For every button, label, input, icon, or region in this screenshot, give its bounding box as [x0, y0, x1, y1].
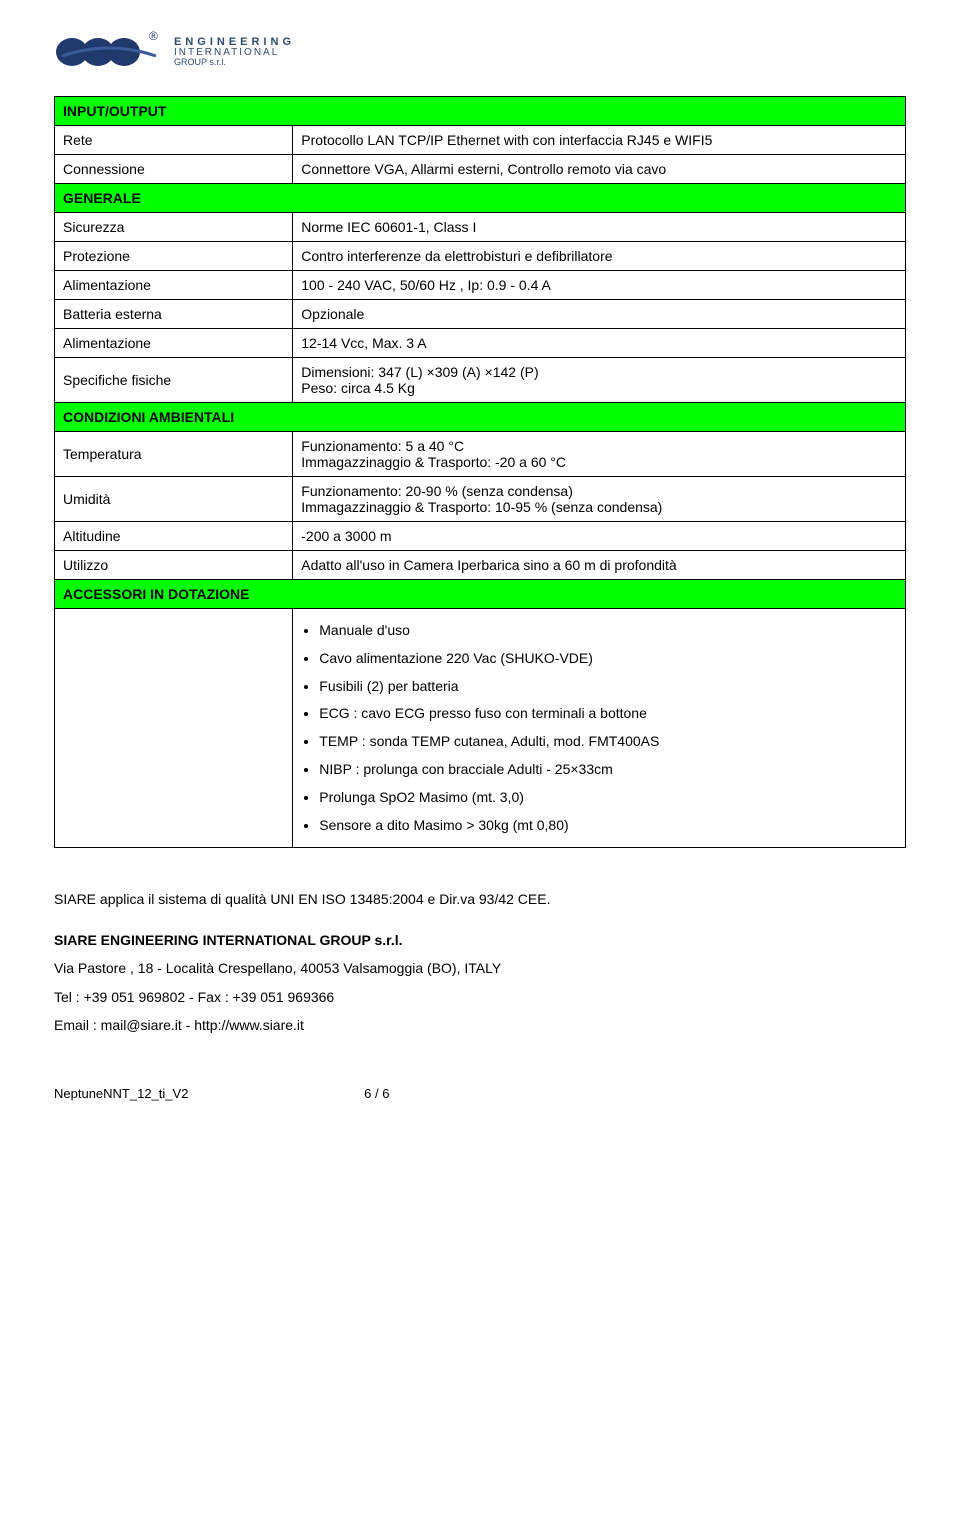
- table-row: Connessione Connettore VGA, Allarmi este…: [55, 155, 906, 184]
- table-row: Sicurezza Norme IEC 60601-1, Class I: [55, 213, 906, 242]
- row-label: Temperatura: [55, 432, 293, 477]
- row-value: Opzionale: [293, 300, 906, 329]
- page-footer: NeptuneNNT_12_ti_V2 6 / 6: [54, 1086, 906, 1101]
- table-row: Altitudine -200 a 3000 m: [55, 522, 906, 551]
- footer-quality: SIARE applica il sistema di qualità UNI …: [54, 888, 906, 910]
- row-label: Sicurezza: [55, 213, 293, 242]
- table-row: Manuale d'uso Cavo alimentazione 220 Vac…: [55, 609, 906, 848]
- footer-address: Via Pastore , 18 - Località Crespellano,…: [54, 957, 906, 979]
- table-row: Alimentazione 12-14 Vcc, Max. 3 A: [55, 329, 906, 358]
- row-value-line: Dimensioni: 347 (L) ×309 (A) ×142 (P): [301, 364, 897, 380]
- table-row: Temperatura Funzionamento: 5 a 40 °C Imm…: [55, 432, 906, 477]
- list-item: NIBP : prolunga con bracciale Adulti - 2…: [319, 758, 897, 782]
- row-label: Altitudine: [55, 522, 293, 551]
- doc-id: NeptuneNNT_12_ti_V2: [54, 1086, 188, 1101]
- table-row: Alimentazione 100 - 240 VAC, 50/60 Hz , …: [55, 271, 906, 300]
- row-value-line: Immagazzinaggio & Trasporto: 10-95 % (se…: [301, 499, 897, 515]
- row-value-line: Funzionamento: 5 a 40 °C: [301, 438, 897, 454]
- row-value: 100 - 240 VAC, 50/60 Hz , Ip: 0.9 - 0.4 …: [293, 271, 906, 300]
- row-label: Rete: [55, 126, 293, 155]
- section-condizioni: CONDIZIONI AMBIENTALI: [55, 403, 906, 432]
- logo: ® ENGINEERING INTERNATIONAL GROUP s.r.l.: [54, 28, 906, 76]
- row-value: Norme IEC 60601-1, Class I: [293, 213, 906, 242]
- row-value: -200 a 3000 m: [293, 522, 906, 551]
- row-label: Connessione: [55, 155, 293, 184]
- list-item: Fusibili (2) per batteria: [319, 675, 897, 699]
- row-value-line: Funzionamento: 20-90 % (senza condensa): [301, 483, 897, 499]
- accessories-list: Manuale d'uso Cavo alimentazione 220 Vac…: [319, 619, 897, 837]
- row-value: Funzionamento: 20-90 % (senza condensa) …: [293, 477, 906, 522]
- list-item: TEMP : sonda TEMP cutanea, Adulti, mod. …: [319, 730, 897, 754]
- row-value: Connettore VGA, Allarmi esterni, Control…: [293, 155, 906, 184]
- spec-table: INPUT/OUTPUT Rete Protocollo LAN TCP/IP …: [54, 96, 906, 848]
- section-input-output: INPUT/OUTPUT: [55, 97, 906, 126]
- row-label: Batteria esterna: [55, 300, 293, 329]
- page: ® ENGINEERING INTERNATIONAL GROUP s.r.l.…: [0, 0, 960, 1141]
- row-value: Funzionamento: 5 a 40 °C Immagazzinaggio…: [293, 432, 906, 477]
- footer-email: Email : mail@siare.it - http://www.siare…: [54, 1014, 906, 1036]
- section-header-label: INPUT/OUTPUT: [55, 97, 906, 126]
- section-accessori: ACCESSORI IN DOTAZIONE: [55, 580, 906, 609]
- row-label: Alimentazione: [55, 329, 293, 358]
- list-item: Prolunga SpO2 Masimo (mt. 3,0): [319, 786, 897, 810]
- table-row: Protezione Contro interferenze da elettr…: [55, 242, 906, 271]
- list-item: Cavo alimentazione 220 Vac (SHUKO-VDE): [319, 647, 897, 671]
- table-row: Specifiche fisiche Dimensioni: 347 (L) ×…: [55, 358, 906, 403]
- logo-mark: ®: [54, 28, 164, 76]
- logo-text: ENGINEERING INTERNATIONAL GROUP s.r.l.: [174, 37, 295, 67]
- row-value: Contro interferenze da elettrobisturi e …: [293, 242, 906, 271]
- row-label: Utilizzo: [55, 551, 293, 580]
- footer-phone: Tel : +39 051 969802 - Fax : +39 051 969…: [54, 986, 906, 1008]
- table-row: Rete Protocollo LAN TCP/IP Ethernet with…: [55, 126, 906, 155]
- row-label: Specifiche fisiche: [55, 358, 293, 403]
- list-item: ECG : cavo ECG presso fuso con terminali…: [319, 702, 897, 726]
- list-item: Sensore a dito Masimo > 30kg (mt 0,80): [319, 814, 897, 838]
- logo-line3: GROUP s.r.l.: [174, 58, 295, 67]
- table-row: Utilizzo Adatto all'uso in Camera Iperba…: [55, 551, 906, 580]
- row-label: Alimentazione: [55, 271, 293, 300]
- table-row: Umidità Funzionamento: 20-90 % (senza co…: [55, 477, 906, 522]
- row-value-line: Peso: circa 4.5 Kg: [301, 380, 897, 396]
- table-row: Batteria esterna Opzionale: [55, 300, 906, 329]
- section-generale: GENERALE: [55, 184, 906, 213]
- row-value: 12-14 Vcc, Max. 3 A: [293, 329, 906, 358]
- row-label: Protezione: [55, 242, 293, 271]
- svg-text:®: ®: [149, 29, 158, 43]
- row-value: Manuale d'uso Cavo alimentazione 220 Vac…: [293, 609, 906, 848]
- row-label: Umidità: [55, 477, 293, 522]
- footer-block: SIARE applica il sistema di qualità UNI …: [54, 888, 906, 1036]
- row-label: [55, 609, 293, 848]
- section-header-label: ACCESSORI IN DOTAZIONE: [55, 580, 906, 609]
- section-header-label: GENERALE: [55, 184, 906, 213]
- section-header-label: CONDIZIONI AMBIENTALI: [55, 403, 906, 432]
- list-item: Manuale d'uso: [319, 619, 897, 643]
- footer-company: SIARE ENGINEERING INTERNATIONAL GROUP s.…: [54, 932, 403, 948]
- row-value: Dimensioni: 347 (L) ×309 (A) ×142 (P) Pe…: [293, 358, 906, 403]
- row-value-line: Immagazzinaggio & Trasporto: -20 a 60 °C: [301, 454, 897, 470]
- row-value: Adatto all'uso in Camera Iperbarica sino…: [293, 551, 906, 580]
- page-number: 6 / 6: [364, 1086, 389, 1101]
- row-value: Protocollo LAN TCP/IP Ethernet with con …: [293, 126, 906, 155]
